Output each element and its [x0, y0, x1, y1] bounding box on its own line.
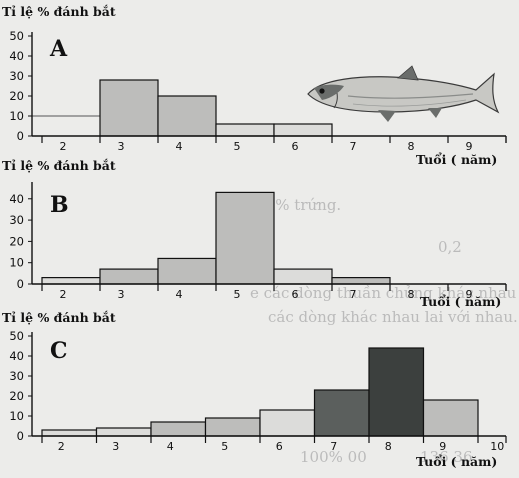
- bar-age-5: [215, 123, 275, 137]
- y-tick-label: 30: [9, 369, 24, 383]
- x-category-label: 2: [60, 288, 67, 301]
- bar-age-7: [331, 277, 391, 285]
- bleed-text-5: 100% 00: [300, 448, 367, 466]
- y-tick-label: 20: [9, 234, 24, 248]
- bar-age-3: [99, 79, 159, 137]
- bar-age-2: [41, 429, 98, 437]
- x-category-label: 4: [167, 440, 174, 453]
- bleed-text-2: 0,2: [438, 238, 462, 256]
- x-category-label: 9: [466, 140, 473, 153]
- y-tick-label: 10: [9, 256, 24, 270]
- y-tick-label: 0: [17, 277, 24, 291]
- y-tick-label: 40: [9, 349, 24, 363]
- x-category-label: 5: [234, 140, 241, 153]
- bar-age-6: [273, 123, 333, 137]
- x-category-label: 5: [221, 440, 228, 453]
- bar-age-4: [157, 95, 217, 137]
- y-tick-label: 40: [9, 49, 24, 63]
- bleed-text-4: các dòng khác nhau lai với nhau. Kết luậ…: [268, 308, 519, 326]
- bar-age-9: [422, 399, 479, 437]
- chart-panel-b: Tỉ lệ % đánh bắt0102030402345678910BTuổi…: [2, 158, 507, 309]
- panel-letter: B: [50, 192, 69, 218]
- y-tick-label: 30: [9, 69, 24, 83]
- bar-age-7: [313, 389, 370, 437]
- y-tick-label: 40: [9, 192, 24, 206]
- x-category-label: 8: [408, 288, 415, 301]
- x-category-label: 6: [292, 288, 299, 301]
- y-tick-label: 50: [9, 29, 24, 43]
- bar-age-5: [204, 417, 261, 437]
- x-category-label: 9: [439, 440, 446, 453]
- y-tick-label: 10: [9, 409, 24, 423]
- y-tick-label: 20: [9, 89, 24, 103]
- x-category-label: 7: [350, 288, 357, 301]
- bar-age-8: [368, 347, 425, 437]
- x-axis-title: Tuổi ( năm): [420, 294, 501, 309]
- x-category-label: 2: [60, 140, 67, 153]
- y-axis-title: Tỉ lệ % đánh bắt: [2, 158, 116, 173]
- bar-age-2: [41, 277, 101, 285]
- x-category-label: 3: [118, 140, 125, 153]
- y-tick-label: 0: [17, 429, 24, 443]
- x-category-label: 9: [466, 288, 473, 301]
- chart-panel-c: Tỉ lệ % đánh bắt 0 10 20 30 40 50 2 3 4 5 6 7 8 9 10 C Tu…: [2, 310, 507, 469]
- bar-age-6: [259, 409, 316, 437]
- y-tick-label: 0: [17, 129, 24, 143]
- chart-panels: Tỉ lệ % đánh bắt010203040502345678910ATu…: [2, 4, 507, 469]
- bar-age-6: [273, 268, 333, 285]
- x-category-label: 7: [350, 140, 357, 153]
- x-category-label: 7: [330, 440, 337, 453]
- chart-panel-a: Tỉ lệ % đánh bắt010203040502345678910ATu…: [2, 4, 507, 167]
- bar-age-4: [150, 421, 207, 437]
- bleed-text-3: e các dòng thuần chủng khác nhau về: [250, 284, 519, 302]
- x-category-label: 3: [112, 440, 119, 453]
- x-category-label: 8: [385, 440, 392, 453]
- y-tick-label: 20: [9, 389, 24, 403]
- y-tick-label: 10: [9, 109, 24, 123]
- x-category-label: 8: [408, 140, 415, 153]
- x-category-label: 10: [490, 440, 504, 453]
- x-axis-title: Tuổi ( năm): [416, 454, 497, 469]
- panel-letter: A: [49, 36, 68, 62]
- bar-age-5: [215, 191, 275, 285]
- bar-age-4: [157, 257, 217, 285]
- x-category-label: 3: [118, 288, 125, 301]
- panel-letter: C: [50, 338, 68, 364]
- bar-age-3: [99, 268, 159, 285]
- y-axis-title: Tỉ lệ % đánh bắt: [2, 4, 116, 19]
- y-axis-title: Tỉ lệ % đánh bắt: [2, 310, 116, 325]
- x-category-label: 6: [292, 140, 299, 153]
- x-category-label: 5: [234, 288, 241, 301]
- fish-icon: [307, 65, 500, 122]
- x-category-label: 4: [176, 140, 183, 153]
- x-category-label: 6: [276, 440, 283, 453]
- x-category-label: 2: [58, 440, 65, 453]
- y-tick-label: 50: [9, 329, 24, 343]
- y-tick-label: 30: [9, 213, 24, 227]
- x-category-label: 4: [176, 288, 183, 301]
- bleed-text-6: 136 36: [420, 448, 473, 466]
- x-axis-title: Tuổi ( năm): [416, 152, 497, 167]
- bar-age-3: [95, 427, 152, 437]
